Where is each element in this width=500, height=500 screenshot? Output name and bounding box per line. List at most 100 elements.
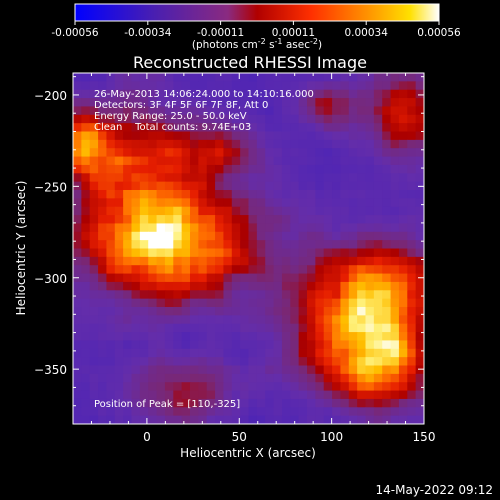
heatmap-cell	[156, 390, 166, 400]
heatmap-cell	[265, 114, 275, 124]
heatmap-cell	[198, 223, 208, 233]
heatmap-cell	[265, 382, 275, 392]
heatmap-cell	[382, 373, 392, 383]
heatmap-cell	[382, 114, 392, 124]
heatmap-cell	[348, 131, 358, 141]
heatmap-cell	[398, 206, 408, 216]
heatmap-cell	[390, 348, 400, 358]
heatmap-cell	[290, 240, 300, 250]
heatmap-cell	[382, 290, 392, 300]
heatmap-cell	[323, 298, 333, 308]
heatmap-cell	[89, 298, 99, 308]
heatmap-cell	[340, 181, 350, 191]
heatmap-cell	[131, 156, 141, 166]
heatmap-cell	[98, 106, 108, 116]
heatmap-cell	[415, 357, 424, 367]
heatmap-cell	[315, 181, 325, 191]
heatmap-cell	[164, 373, 174, 383]
heatmap-cell	[398, 240, 408, 250]
heatmap-cell	[173, 73, 183, 82]
heatmap-cell	[198, 181, 208, 191]
heatmap-cell	[106, 315, 116, 325]
heatmap-cell	[373, 340, 383, 350]
heatmap-cell	[198, 290, 208, 300]
heatmap-cell	[139, 373, 149, 383]
heatmap-cell	[231, 81, 241, 91]
heatmap-cell	[407, 382, 417, 392]
heatmap-cell	[382, 223, 392, 233]
heatmap-cell	[415, 407, 424, 417]
heatmap-cell	[281, 373, 291, 383]
heatmap-cell	[181, 123, 191, 133]
heatmap-cell	[215, 281, 225, 291]
heatmap-cell	[407, 164, 417, 174]
heatmap-cell	[407, 73, 417, 82]
heatmap-cell	[273, 382, 283, 392]
heatmap-cell	[139, 340, 149, 350]
heatmap-cell	[248, 373, 258, 383]
heatmap-cell	[307, 373, 316, 383]
heatmap-cell	[390, 281, 400, 291]
heatmap-cell	[240, 114, 250, 124]
heatmap-cell	[398, 215, 408, 225]
heatmap-cell	[148, 265, 158, 275]
heatmap-cell	[139, 357, 149, 367]
heatmap-cell	[198, 81, 208, 91]
heatmap-cell	[73, 198, 82, 208]
heatmap-cell	[290, 98, 300, 108]
heatmap-cell	[373, 98, 383, 108]
heatmap-cell	[131, 248, 141, 258]
heatmap-cell	[173, 181, 183, 191]
peak-position-label: Position of Peak = [110,-325]	[94, 399, 240, 410]
heatmap-cell	[398, 390, 408, 400]
heatmap-cell	[323, 114, 333, 124]
heatmap-cell	[81, 365, 91, 375]
heatmap-cell	[139, 114, 149, 124]
heatmap-cell	[131, 198, 141, 208]
heatmap-cell	[407, 298, 417, 308]
heatmap-cell	[198, 365, 208, 375]
heatmap-cell	[73, 240, 82, 250]
heatmap-cell	[231, 398, 241, 408]
heatmap-cell	[114, 348, 124, 358]
heatmap-cell	[198, 407, 208, 417]
heatmap-cell	[240, 106, 250, 116]
heatmap-cell	[390, 365, 400, 375]
heatmap-cell	[332, 332, 342, 342]
heatmap-cell	[223, 173, 233, 183]
heatmap-cell	[290, 231, 300, 241]
heatmap-cell	[265, 181, 275, 191]
heatmap-cell	[81, 89, 91, 99]
heatmap-cell	[298, 248, 308, 258]
heatmap-cell	[298, 298, 308, 308]
heatmap-cell	[98, 290, 108, 300]
heatmap-cell	[198, 382, 208, 392]
heatmap-cell	[156, 240, 166, 250]
heatmap-cell	[365, 332, 375, 342]
heatmap-cell	[139, 181, 149, 191]
heatmap-cell	[215, 139, 225, 149]
heatmap-cell	[156, 223, 166, 233]
heatmap-cell	[181, 248, 191, 258]
heatmap-cell	[223, 148, 233, 158]
heatmap-cell	[382, 98, 392, 108]
heatmap-cell	[123, 298, 133, 308]
heatmap-cell	[357, 215, 367, 225]
heatmap-cell	[273, 123, 283, 133]
heatmap-cell	[315, 106, 325, 116]
heatmap-cell	[114, 98, 124, 108]
heatmap-cell	[98, 332, 108, 342]
heatmap-cell	[240, 348, 250, 358]
heatmap-cell	[215, 148, 225, 158]
heatmap-cell	[340, 139, 350, 149]
heatmap-cell	[206, 81, 216, 91]
heatmap-cell	[114, 298, 124, 308]
heatmap-cell	[315, 148, 325, 158]
heatmap-cell	[298, 323, 308, 333]
heatmap-cell	[223, 181, 233, 191]
heatmap-cell	[156, 248, 166, 258]
heatmap-cell	[181, 190, 191, 199]
heatmap-cell	[81, 148, 91, 158]
heatmap-cell	[156, 290, 166, 300]
heatmap-cell	[73, 323, 82, 333]
